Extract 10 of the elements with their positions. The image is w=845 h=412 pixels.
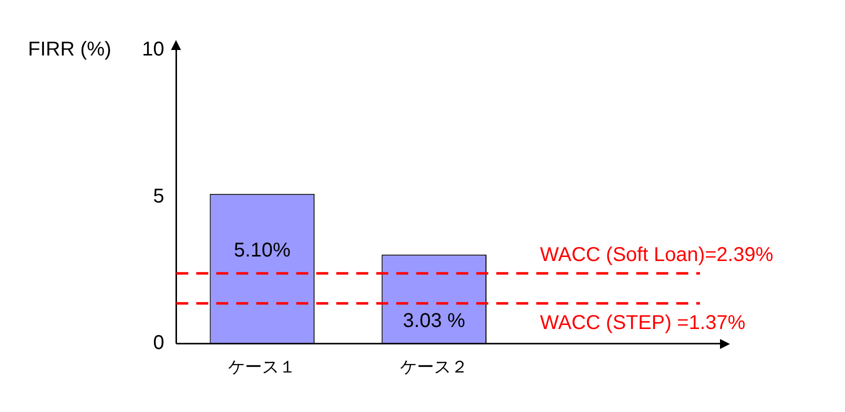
x-tick-label: ケース２ bbox=[400, 357, 468, 376]
ref-line-label: WACC (Soft Loan)=2.39% bbox=[540, 244, 774, 266]
x-tick-label: ケース１ bbox=[228, 357, 296, 376]
data-label: 5.10% bbox=[234, 239, 291, 262]
y-tick-label: 5 bbox=[153, 185, 164, 208]
y-tick-label: 10 bbox=[142, 38, 164, 61]
data-label: 3.03 % bbox=[402, 310, 466, 332]
y-axis-title: FIRR (%) bbox=[28, 38, 112, 61]
ref-line-label: WACC (STEP) =1.37% bbox=[540, 312, 746, 334]
y-tick-label: 0 bbox=[153, 332, 164, 354]
